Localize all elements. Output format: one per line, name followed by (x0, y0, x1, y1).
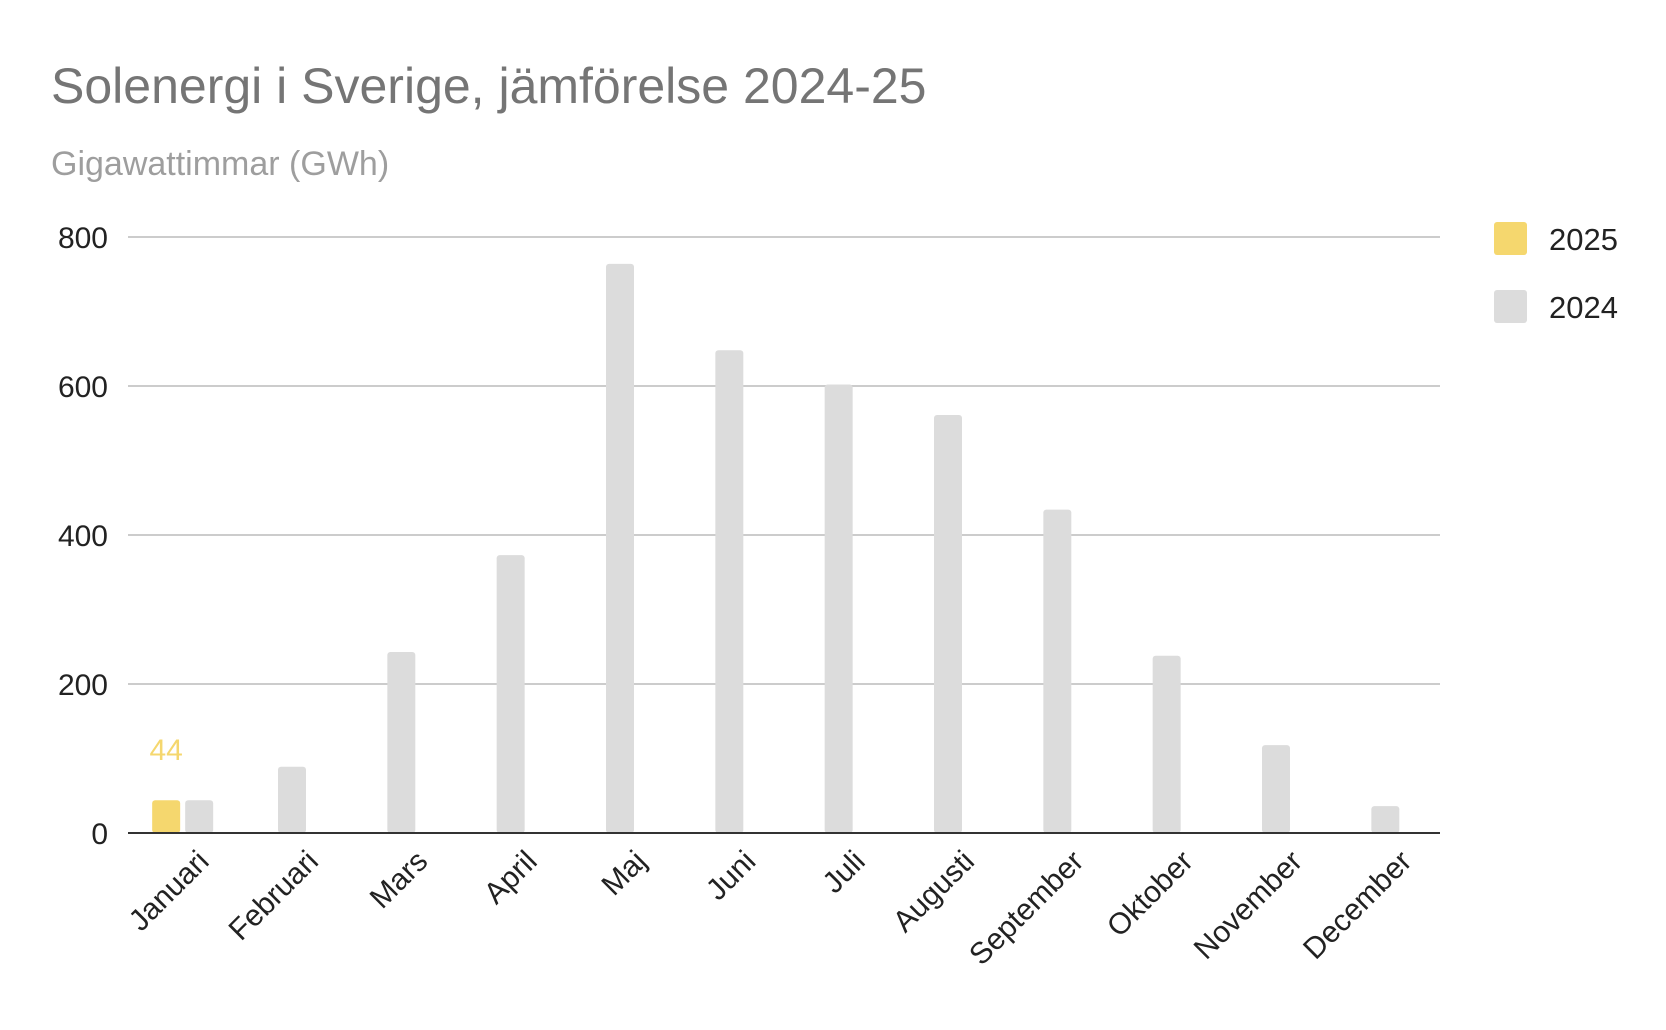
bar-2024-februari[interactable] (278, 766, 306, 833)
legend-label-2024[interactable]: 2024 (1549, 290, 1618, 325)
x-tick-label: Augusti (887, 845, 981, 939)
bar-2024-september[interactable] (1043, 509, 1072, 833)
y-tick-label: 400 (58, 520, 108, 553)
chart-title: Solenergi i Sverige, jämförelse 2024-25 (51, 58, 927, 114)
x-tick-label: September (963, 845, 1090, 972)
y-tick-label: 800 (58, 222, 108, 255)
x-tick-label: November (1188, 845, 1309, 966)
bar-2024-juli[interactable] (824, 384, 853, 833)
x-tick-label: Juni (700, 845, 762, 907)
data-labels: 44 (149, 734, 182, 767)
bar-2024-oktober[interactable] (1152, 655, 1181, 833)
bar-2024-januari[interactable] (185, 800, 214, 833)
bar-2024-augusti[interactable] (934, 415, 962, 833)
x-tick-label: December (1297, 845, 1418, 966)
legend-swatch-2024[interactable] (1494, 290, 1527, 323)
bar-2024-juni[interactable] (715, 350, 744, 833)
bar-2024-maj[interactable] (606, 263, 634, 833)
bar-2025-januari[interactable] (152, 800, 181, 833)
legend-swatch-2025[interactable] (1494, 222, 1527, 255)
x-tick-label: Februari (223, 845, 325, 947)
x-tick-label: Oktober (1101, 845, 1200, 944)
x-tick-label: Juli (816, 845, 871, 900)
bar-2024-november[interactable] (1262, 745, 1290, 833)
y-tick-label: 0 (91, 818, 108, 851)
bar-2024-december[interactable] (1371, 806, 1400, 833)
chart-subtitle: Gigawattimmar (GWh) (51, 145, 389, 183)
grid-lines (128, 236, 1440, 685)
y-axis-ticks: 0 200 400 600 800 (58, 222, 108, 851)
x-tick-label: Januari (123, 845, 216, 938)
x-tick-label: April (478, 845, 544, 911)
legend-label-2025[interactable]: 2025 (1549, 222, 1618, 257)
bars (152, 263, 1400, 833)
bar-2024-april[interactable] (496, 555, 525, 833)
y-tick-label: 200 (58, 669, 108, 702)
bar-2024-mars[interactable] (387, 651, 416, 833)
data-label-2025: 44 (149, 734, 182, 767)
x-axis-ticks: Januari Februari Mars April Maj Juni Juli Augus… (123, 845, 1419, 972)
x-tick-label: Maj (595, 845, 653, 903)
x-tick-label: Mars (364, 845, 434, 915)
legend[interactable]: 2025 2024 (1494, 222, 1618, 325)
y-tick-label: 600 (58, 371, 108, 404)
